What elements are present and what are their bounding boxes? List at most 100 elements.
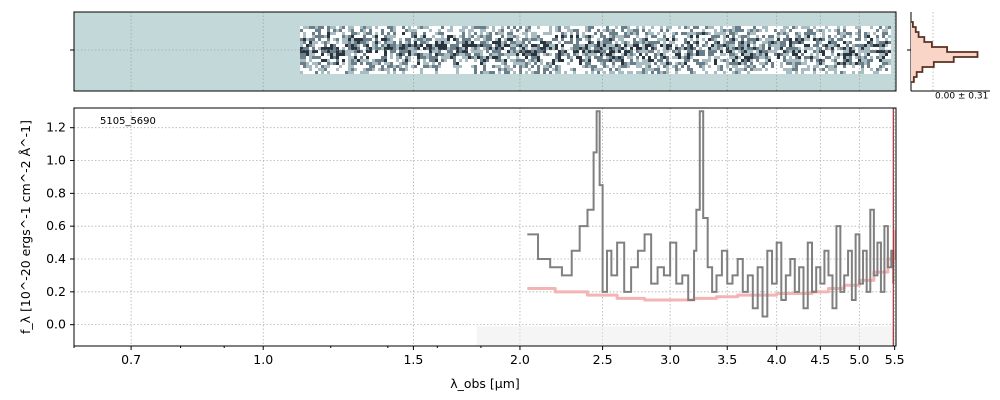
pixel — [504, 41, 507, 44]
pixel — [360, 26, 363, 29]
pixel — [885, 44, 888, 47]
pixel — [654, 62, 657, 65]
pixel — [825, 44, 828, 47]
pixel — [672, 59, 675, 62]
pixel — [744, 50, 747, 53]
pixel — [597, 53, 600, 56]
pixel — [507, 35, 510, 38]
pixel — [408, 32, 411, 35]
pixel — [804, 59, 807, 62]
pixel — [342, 50, 345, 53]
pixel — [699, 41, 702, 44]
pixel — [321, 59, 324, 62]
pixel — [543, 71, 546, 74]
pixel — [462, 32, 465, 35]
pixel — [876, 41, 879, 44]
pixel — [867, 56, 870, 59]
pixel — [330, 50, 333, 53]
pixel — [552, 71, 555, 74]
pixel — [468, 56, 471, 59]
pixel — [438, 68, 441, 71]
pixel — [453, 56, 456, 59]
pixel — [804, 32, 807, 35]
pixel — [630, 47, 633, 50]
pixel — [687, 41, 690, 44]
pixel — [333, 53, 336, 56]
pixel — [489, 44, 492, 47]
pixel — [822, 26, 825, 29]
pixel — [357, 53, 360, 56]
pixel — [711, 62, 714, 65]
pixel — [420, 59, 423, 62]
pixel — [588, 29, 591, 32]
pixel — [693, 68, 696, 71]
pixel — [447, 26, 450, 29]
pixel — [492, 68, 495, 71]
pixel — [618, 44, 621, 47]
pixel — [672, 44, 675, 47]
pixel — [783, 32, 786, 35]
pixel — [489, 35, 492, 38]
pixel — [852, 56, 855, 59]
pixel — [543, 50, 546, 53]
pixel — [753, 59, 756, 62]
pixel — [807, 62, 810, 65]
pixel — [408, 47, 411, 50]
pixel — [639, 35, 642, 38]
pixel — [804, 47, 807, 50]
pixel — [369, 32, 372, 35]
pixel — [579, 35, 582, 38]
pixel — [822, 47, 825, 50]
pixel — [465, 50, 468, 53]
pixel — [576, 53, 579, 56]
pixel — [732, 44, 735, 47]
pixel — [720, 56, 723, 59]
pixel — [513, 41, 516, 44]
pixel — [708, 32, 711, 35]
pixel — [768, 68, 771, 71]
pixel — [417, 26, 420, 29]
pixel — [519, 35, 522, 38]
pixel — [816, 29, 819, 32]
pixel — [462, 62, 465, 65]
pixel — [888, 68, 891, 71]
pixel — [408, 38, 411, 41]
pixel — [735, 56, 738, 59]
pixel — [747, 38, 750, 41]
pixel — [564, 41, 567, 44]
pixel — [663, 38, 666, 41]
pixel — [792, 41, 795, 44]
pixel — [489, 59, 492, 62]
pixel — [714, 68, 717, 71]
pixel — [588, 65, 591, 68]
pixel — [600, 38, 603, 41]
pixel — [678, 59, 681, 62]
pixel — [477, 29, 480, 32]
pixel — [810, 68, 813, 71]
pixel — [315, 35, 318, 38]
pixel — [456, 56, 459, 59]
pixel — [708, 68, 711, 71]
pixel — [459, 44, 462, 47]
pixel — [378, 35, 381, 38]
pixel — [855, 62, 858, 65]
pixel — [519, 44, 522, 47]
pixel — [870, 35, 873, 38]
pixel — [837, 29, 840, 32]
pixel — [444, 71, 447, 74]
pixel — [549, 56, 552, 59]
pixel — [507, 65, 510, 68]
pixel — [633, 56, 636, 59]
pixel — [399, 32, 402, 35]
pixel — [333, 65, 336, 68]
pixel — [690, 65, 693, 68]
pixel — [855, 53, 858, 56]
pixel — [885, 50, 888, 53]
pixel — [360, 29, 363, 32]
pixel — [705, 68, 708, 71]
pixel — [318, 35, 321, 38]
pixel — [444, 62, 447, 65]
pixel — [828, 29, 831, 32]
pixel — [771, 68, 774, 71]
pixel — [636, 32, 639, 35]
